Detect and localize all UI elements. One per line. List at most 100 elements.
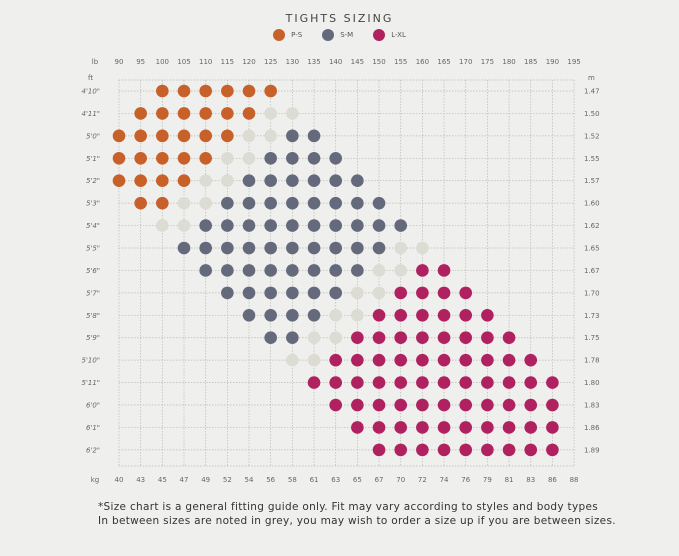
- size-dot-between: [416, 241, 429, 255]
- size-dot-sm: [221, 219, 234, 232]
- legend-item-sm: S-M: [322, 29, 353, 41]
- lb-tick-label: 140: [329, 58, 342, 66]
- size-dot-sm: [199, 241, 212, 255]
- size-dot-between: [351, 286, 364, 300]
- legend-swatch-ps: [273, 29, 286, 41]
- size-dot-lxl: [416, 264, 429, 277]
- size-dot-ps: [112, 174, 126, 188]
- size-dot-ps: [112, 151, 126, 165]
- height-ft-label: 5'9": [86, 334, 100, 342]
- height-m-label: 1.47: [584, 88, 600, 96]
- height-m-label: 1.73: [584, 312, 600, 320]
- size-dot-sm: [242, 196, 256, 210]
- size-dot-lxl: [351, 421, 364, 434]
- lb-tick-label: 150: [372, 58, 385, 66]
- size-dot-ps: [134, 107, 147, 120]
- size-dot-lxl: [524, 353, 538, 367]
- kg-tick-label: 63: [331, 476, 340, 484]
- lb-tick-label: 90: [115, 58, 124, 66]
- size-dot-ps: [112, 129, 126, 143]
- size-dot-between: [307, 353, 321, 367]
- size-dot-ps: [134, 174, 147, 188]
- size-dot-lxl: [351, 331, 364, 345]
- size-dot-lxl: [546, 443, 559, 457]
- size-dot-lxl: [524, 421, 538, 434]
- legend-label-sm: S-M: [340, 31, 354, 39]
- size-dot-ps: [177, 107, 191, 120]
- size-dot-ps: [221, 107, 234, 120]
- size-dot-sm: [286, 331, 299, 345]
- size-dot-sm: [329, 151, 343, 165]
- size-dot-lxl: [351, 376, 364, 389]
- size-dot-between: [156, 219, 169, 232]
- size-dot-lxl: [546, 398, 559, 412]
- size-dot-between: [264, 129, 277, 143]
- size-dot-between: [221, 151, 234, 165]
- size-dot-lxl: [524, 398, 538, 412]
- kg-tick-label: 79: [483, 476, 492, 484]
- size-dot-sm: [286, 174, 299, 188]
- size-dot-ps: [177, 129, 191, 143]
- height-m-label: 1.80: [584, 379, 600, 387]
- size-dot-lxl: [437, 353, 451, 367]
- size-dot-ps: [199, 151, 212, 165]
- size-dot-lxl: [459, 331, 473, 345]
- size-dot-between: [242, 151, 256, 165]
- height-m-label: 1.52: [584, 132, 600, 140]
- kg-tick-label: 65: [353, 476, 362, 484]
- size-dot-lxl: [524, 443, 538, 457]
- size-dot-lxl: [394, 331, 408, 345]
- kg-tick-label: 58: [288, 476, 297, 484]
- chart-title: TIGHTS SIZING: [285, 12, 394, 25]
- size-dot-lxl: [437, 309, 451, 322]
- size-dot-sm: [329, 219, 343, 232]
- size-dot-sm: [329, 241, 343, 255]
- size-dot-ps: [242, 107, 256, 120]
- size-dot-sm: [286, 151, 299, 165]
- lb-tick-label: 115: [221, 58, 234, 66]
- size-dot-sm: [242, 241, 256, 255]
- kg-tick-label: 49: [201, 476, 210, 484]
- size-dot-between: [394, 264, 408, 277]
- size-dot-lxl: [351, 353, 364, 367]
- size-dot-sm: [264, 174, 277, 188]
- kg-tick-label: 67: [375, 476, 384, 484]
- size-dot-lxl: [437, 443, 451, 457]
- kg-tick-label: 52: [223, 476, 232, 484]
- kg-tick-label: 61: [310, 476, 319, 484]
- size-dot-sm: [307, 219, 321, 232]
- height-m-label: 1.65: [584, 245, 600, 253]
- size-dot-sm: [394, 219, 408, 232]
- height-m-label: 1.67: [584, 267, 600, 275]
- kg-tick-label: 83: [526, 476, 535, 484]
- size-dot-lxl: [372, 421, 386, 434]
- size-dot-sm: [221, 196, 234, 210]
- size-dot-between: [221, 174, 234, 188]
- size-dot-ps: [177, 151, 191, 165]
- size-dot-sm: [286, 219, 299, 232]
- height-ft-label: 5'10": [81, 357, 100, 365]
- height-m-label: 1.55: [584, 155, 600, 163]
- size-dot-lxl: [394, 286, 408, 300]
- size-dot-lxl: [459, 376, 473, 389]
- size-dot-ps: [156, 107, 169, 120]
- size-dot-sm: [199, 264, 212, 277]
- size-dot-lxl: [459, 286, 473, 300]
- size-dot-lxl: [416, 376, 429, 389]
- size-dot-lxl: [481, 443, 494, 457]
- size-dot-sm: [307, 129, 321, 143]
- size-dot-ps: [134, 151, 147, 165]
- lb-tick-label: 95: [136, 58, 145, 66]
- size-dot-ps: [177, 84, 191, 98]
- size-dot-between: [329, 331, 343, 345]
- size-dot-ps: [156, 174, 169, 188]
- size-dot-lxl: [502, 331, 516, 345]
- height-ft-label: 5'4": [86, 222, 100, 230]
- size-dot-lxl: [481, 398, 494, 412]
- size-dot-lxl: [416, 398, 429, 412]
- lb-tick-label: 170: [459, 58, 472, 66]
- height-ft-label: 5'3": [86, 200, 100, 208]
- size-dot-lxl: [524, 376, 538, 389]
- size-dot-lxl: [502, 443, 516, 457]
